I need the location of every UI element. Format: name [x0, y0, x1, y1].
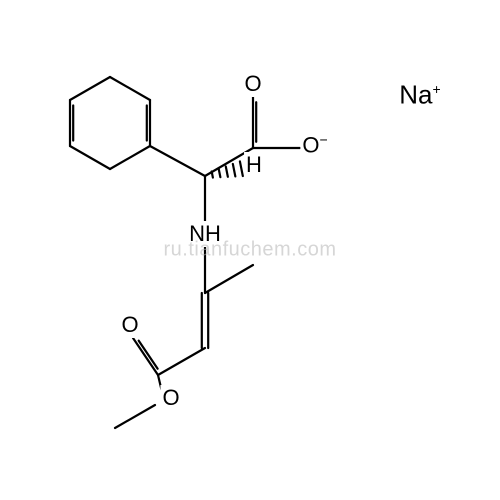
atom-O2: O− [300, 131, 329, 158]
atom-O3: O [119, 312, 140, 338]
atom-O4: O [160, 385, 181, 411]
atom-O1: O [242, 71, 263, 97]
atom-NH: NH [187, 221, 223, 247]
counterion-label: Na+ [399, 80, 440, 111]
atom-H: H [244, 152, 264, 178]
